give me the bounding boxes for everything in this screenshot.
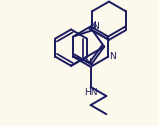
- Text: N: N: [89, 21, 96, 30]
- Text: N: N: [84, 58, 91, 67]
- Text: N: N: [109, 52, 116, 61]
- Text: N: N: [92, 22, 99, 31]
- Text: HN: HN: [84, 88, 97, 97]
